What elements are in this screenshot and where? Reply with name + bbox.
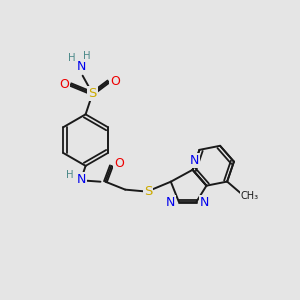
Text: O: O <box>114 158 124 170</box>
Text: H: H <box>83 51 90 61</box>
Text: N: N <box>190 154 199 167</box>
Text: S: S <box>88 87 97 100</box>
Text: N: N <box>200 196 209 209</box>
Text: CH₃: CH₃ <box>241 191 259 201</box>
Text: N: N <box>77 60 86 73</box>
Text: N: N <box>77 173 86 186</box>
Text: O: O <box>59 78 69 91</box>
Text: O: O <box>110 75 120 88</box>
Text: H: H <box>66 170 74 180</box>
Text: N: N <box>166 196 176 209</box>
Text: S: S <box>144 185 152 198</box>
Text: H: H <box>68 53 76 63</box>
